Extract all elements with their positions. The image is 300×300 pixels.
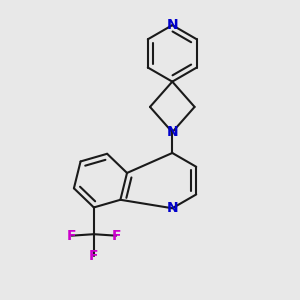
Text: N: N bbox=[167, 18, 178, 32]
Text: F: F bbox=[67, 229, 76, 243]
Text: N: N bbox=[167, 125, 178, 139]
Text: N: N bbox=[167, 201, 178, 215]
Text: F: F bbox=[89, 250, 99, 263]
Text: F: F bbox=[111, 229, 121, 243]
